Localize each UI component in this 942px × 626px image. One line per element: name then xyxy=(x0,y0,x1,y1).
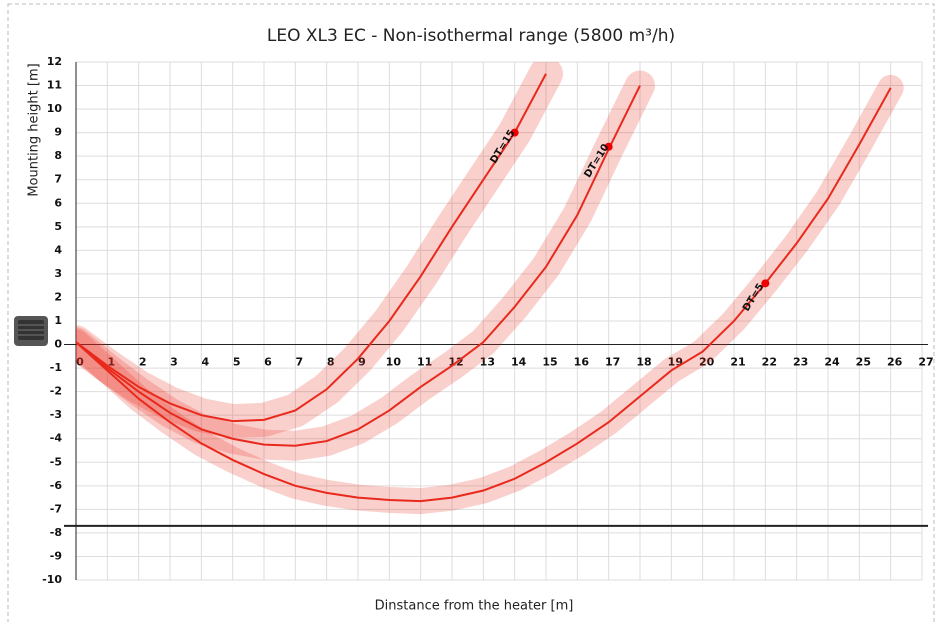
x-tick-label: 18 xyxy=(636,356,651,369)
y-tick-label: -1 xyxy=(50,361,62,374)
x-tick-label: 24 xyxy=(824,356,840,369)
chart-title: LEO XL3 EC - Non-isothermal range (5800 … xyxy=(267,26,675,46)
x-tick-label: 9 xyxy=(358,356,366,369)
y-tick-label: 5 xyxy=(54,220,62,233)
y-tick-label: -5 xyxy=(50,455,62,468)
x-tick-label: 5 xyxy=(233,356,241,369)
y-axis-label: Mounting height [m] xyxy=(27,63,42,196)
heater-icon xyxy=(14,316,48,346)
x-axis-label: Dinstance from the heater [m] xyxy=(375,599,574,614)
y-tick-label: -3 xyxy=(50,408,62,421)
marker-point xyxy=(604,142,613,151)
y-tick-label: 10 xyxy=(47,102,63,115)
x-tick-label: 8 xyxy=(327,356,335,369)
x-tick-label: 4 xyxy=(202,356,210,369)
x-tick-label: 11 xyxy=(417,356,432,369)
y-tick-label: 4 xyxy=(54,243,62,256)
x-tick-label: 23 xyxy=(793,356,808,369)
x-tick-label: 20 xyxy=(699,356,715,369)
frame xyxy=(7,3,935,626)
x-tick-label: 1 xyxy=(108,356,116,369)
y-tick-label: -7 xyxy=(50,502,62,515)
y-tick-label: 3 xyxy=(54,267,62,280)
y-tick-label: 2 xyxy=(54,290,62,303)
y-tick-label: -10 xyxy=(42,573,62,586)
x-tick-label: 6 xyxy=(264,356,272,369)
x-tick-label: 16 xyxy=(574,356,590,369)
x-tick-label: 22 xyxy=(762,356,777,369)
x-tick-label: 0 xyxy=(76,356,84,369)
y-tick-label: 6 xyxy=(54,196,62,209)
y-tick-label: -4 xyxy=(50,432,63,445)
x-tick-label: 26 xyxy=(887,356,903,369)
x-tick-label: 27 xyxy=(918,356,933,369)
trajectory-line xyxy=(76,87,892,503)
y-tick-label: -2 xyxy=(50,385,62,398)
x-tick-label: 17 xyxy=(605,356,620,369)
range-band xyxy=(76,62,563,439)
x-tick-label: 13 xyxy=(480,356,495,369)
x-tick-label: 21 xyxy=(730,356,745,369)
y-tick-label: -9 xyxy=(50,549,62,562)
trajectory-line xyxy=(76,85,641,447)
x-tick-label: 15 xyxy=(542,356,557,369)
x-tick-label: 3 xyxy=(170,356,178,369)
x-tick-label: 14 xyxy=(511,356,527,369)
marker-point xyxy=(761,279,770,288)
y-tick-label: 1 xyxy=(54,314,62,327)
y-tick-label: -8 xyxy=(50,526,62,539)
y-tick-label: 0 xyxy=(54,338,62,351)
marker-point xyxy=(510,128,519,137)
y-tick-label: 12 xyxy=(47,55,62,68)
y-tick-label: 11 xyxy=(47,79,62,92)
plot-area xyxy=(76,62,904,515)
x-tick-label: 7 xyxy=(296,356,304,369)
y-tick-label: 8 xyxy=(54,149,62,162)
x-tick-label: 25 xyxy=(856,356,871,369)
x-tick-label: 2 xyxy=(139,356,147,369)
y-tick-label: 9 xyxy=(54,126,62,139)
x-tick-label: 10 xyxy=(386,356,402,369)
y-tick-label: -6 xyxy=(50,479,63,492)
trajectory-line xyxy=(76,73,547,423)
y-tick-label: 7 xyxy=(54,173,62,186)
